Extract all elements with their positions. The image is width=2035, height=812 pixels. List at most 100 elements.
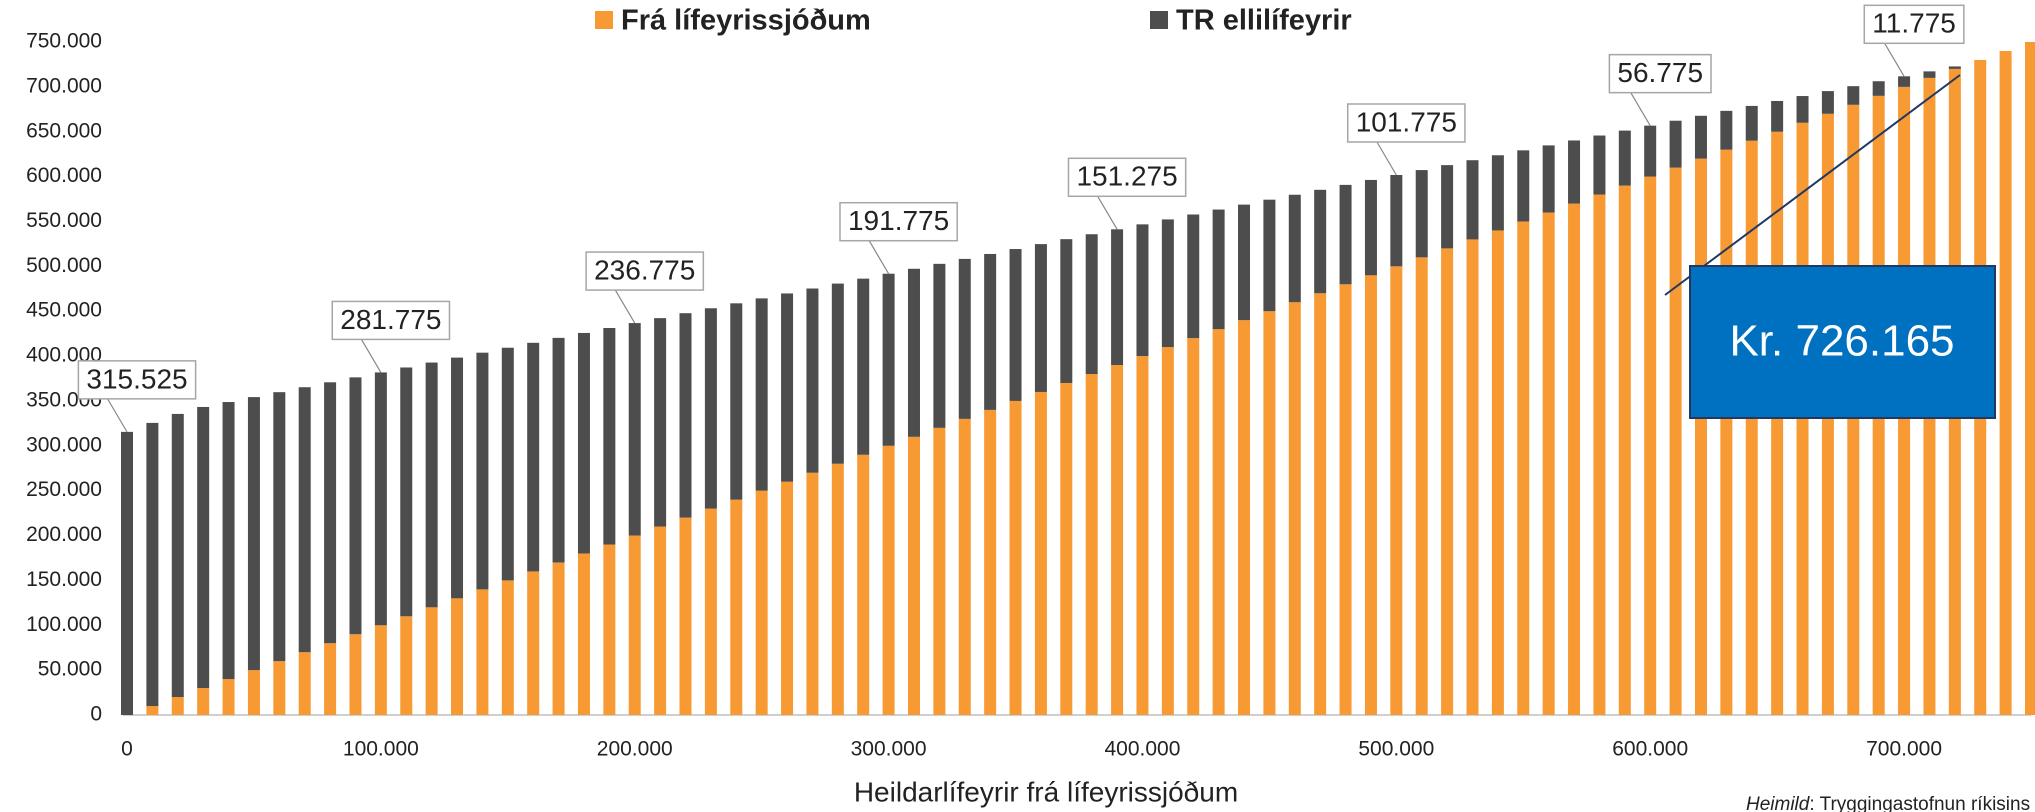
bar-segment [1694, 115, 1707, 159]
bar-segment [603, 328, 616, 545]
bar-segment [1644, 176, 1657, 716]
data-label-text: 56.775 [1617, 57, 1703, 88]
bar-segment [1694, 158, 1707, 716]
source-label: Heimild [1746, 794, 1811, 812]
data-label: 281.775 [331, 300, 451, 373]
bar-segment [1136, 224, 1149, 357]
data-label-text: 101.775 [1356, 106, 1457, 137]
bar-segment [933, 427, 946, 715]
bar-segment [958, 418, 971, 715]
bar-segment [882, 273, 895, 446]
label-box [331, 300, 451, 341]
bar-segment [1898, 76, 1911, 87]
bar-segment [400, 367, 413, 617]
bar-segment [654, 526, 667, 715]
bar-segment [1161, 347, 1174, 715]
legend-label: Frá lífeyrissjóðum [621, 5, 871, 37]
data-label: 101.775 [1346, 103, 1466, 176]
bar-segment [400, 616, 413, 715]
label-box [1067, 157, 1187, 198]
bar-segment [273, 392, 286, 662]
data-label: 191.775 [839, 201, 958, 275]
bar-segment [1238, 204, 1251, 321]
y-tick-label: 600.000 [26, 164, 102, 187]
x-tick-label: 0 [121, 738, 133, 761]
bar-segment [1009, 249, 1022, 401]
bar-segment [349, 634, 362, 715]
bar-segment [451, 357, 464, 599]
y-tick-label: 700.000 [26, 74, 102, 97]
bar-segment [1771, 100, 1784, 132]
y-tick-label: 300.000 [26, 433, 102, 456]
bar-segment [577, 553, 590, 715]
bar-segment [1872, 81, 1885, 96]
bar-segment [730, 303, 743, 500]
bar-segment [1263, 199, 1276, 312]
bar-segment [958, 258, 971, 419]
bar-segment [781, 293, 794, 482]
bar-segment [1288, 194, 1301, 303]
data-label: 11.775 [1863, 4, 1965, 77]
bar-segment [1720, 110, 1733, 150]
y-tick-label: 650.000 [26, 119, 102, 142]
bar-segment [552, 337, 565, 563]
y-tick-label: 450.000 [26, 299, 102, 322]
data-label: 56.775 [1608, 53, 1712, 126]
bar-segment [679, 313, 692, 518]
x-tick-label: 400.000 [1105, 738, 1181, 761]
annotation-text: Kr. 726.165 [1729, 317, 1954, 366]
bar-segment [1669, 167, 1682, 716]
bar-segment [501, 347, 514, 581]
data-label-text: 191.775 [848, 205, 949, 236]
bar-segment [197, 406, 210, 689]
bar-segment [146, 422, 159, 707]
bar-segment [501, 580, 514, 715]
y-tick-label: 0 [90, 703, 102, 726]
x-tick-label: 300.000 [851, 738, 927, 761]
bar-segment [1517, 150, 1530, 222]
x-tick-label: 700.000 [1866, 738, 1942, 761]
annotation-box [1689, 265, 1996, 419]
bar-segment [1999, 50, 2012, 716]
bar-segment [1593, 194, 1606, 716]
bar-segment [222, 679, 235, 715]
bar-segment [933, 263, 946, 428]
label-leader [360, 338, 382, 373]
bar-segment [1415, 170, 1428, 258]
bar-segment [1263, 311, 1276, 715]
bar-segment [1288, 302, 1301, 715]
bar-segment [247, 397, 260, 671]
x-tick-label: 200.000 [597, 738, 673, 761]
bar-segment [1212, 209, 1225, 330]
bar-segment [146, 706, 159, 715]
bar-segment [857, 278, 870, 455]
bar-segment [781, 481, 794, 715]
y-tick-label: 100.000 [26, 613, 102, 636]
bar-segment [1618, 185, 1631, 715]
bar-segment [831, 463, 844, 715]
bar-segment [1542, 145, 1555, 213]
bar-segment [984, 409, 997, 715]
bar-segment [1339, 284, 1352, 715]
data-label-text: 11.775 [1872, 8, 1956, 39]
bar-segment [171, 697, 184, 715]
bar-segment [1441, 248, 1454, 716]
bar-segment [1923, 71, 1936, 78]
legend-label: TR ellilífeyrir [1176, 5, 1352, 37]
bar-segment [1669, 120, 1682, 168]
bar-segment [831, 283, 844, 464]
bar-segment [247, 670, 260, 715]
bar-segment [1187, 338, 1200, 715]
bar-segment [679, 517, 692, 715]
y-tick-label: 150.000 [26, 568, 102, 591]
bar-segment [1644, 125, 1657, 177]
bar-segment [1085, 234, 1098, 375]
bar-segment [907, 268, 920, 437]
data-label: 151.275 [1067, 157, 1187, 230]
bar-segment [425, 362, 438, 608]
bar-segment [1060, 239, 1073, 383]
bar-segment [1745, 105, 1758, 141]
bar-segment [1187, 214, 1200, 339]
bar-segment [1111, 229, 1124, 366]
